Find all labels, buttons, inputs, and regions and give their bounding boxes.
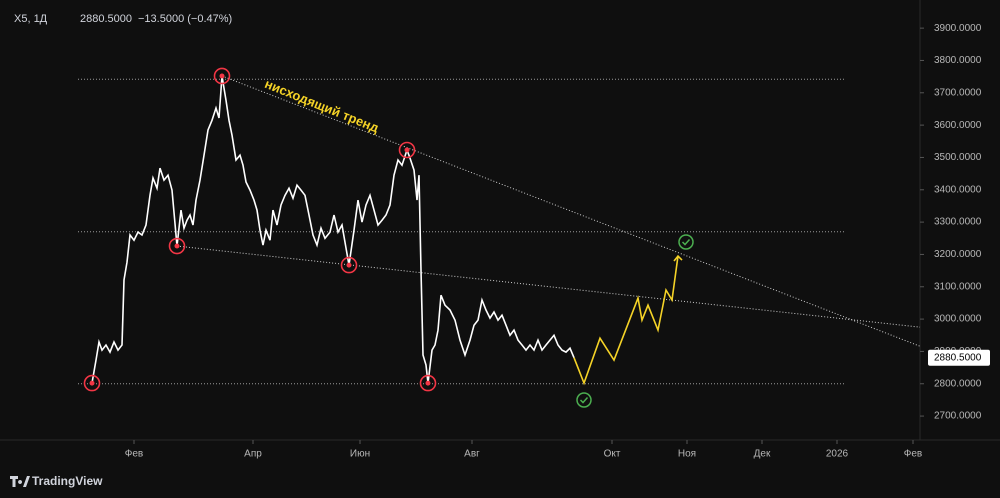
x-tick-label: Авг	[464, 449, 480, 460]
y-tick-label: 3100.0000	[934, 281, 982, 292]
y-tick-label: 2800.0000	[934, 378, 982, 389]
check-icon	[576, 392, 592, 408]
pivot-dot	[425, 380, 431, 386]
y-tick-label: 3600.0000	[934, 120, 982, 131]
y-tick-label: 3700.0000	[934, 87, 982, 98]
pivot-marker	[83, 374, 101, 392]
x-tick-label: 2026	[826, 449, 849, 460]
x-tick-label: Ноя	[678, 449, 696, 460]
pivot-marker	[168, 237, 186, 255]
x-tick-label: Июн	[350, 449, 370, 460]
pivot-dot	[404, 147, 410, 153]
y-tick-label: 3500.0000	[934, 152, 982, 163]
footer: TradingView	[32, 474, 103, 488]
x-tick-label: Окт	[604, 449, 621, 460]
logo: TradingView	[10, 474, 103, 488]
pivot-dot	[89, 380, 95, 386]
pivot-dot	[346, 262, 352, 268]
pivot-marker	[398, 141, 416, 159]
x-tick-label: Фев	[125, 449, 143, 460]
symbol: X5, 1Д	[14, 13, 48, 25]
y-tick-label: 3900.0000	[934, 23, 982, 34]
pivot-marker	[213, 67, 231, 85]
check-icon	[678, 234, 694, 250]
last-price-box	[928, 349, 990, 366]
y-tick-label: 3300.0000	[934, 217, 982, 228]
pivot-dot	[174, 243, 180, 249]
y-tick-label: 3400.0000	[934, 184, 982, 195]
x-tick-label: Фев	[904, 449, 922, 460]
y-tick-label: 3200.0000	[934, 249, 982, 260]
arrow-head	[673, 254, 683, 262]
x-tick-label: Апр	[244, 449, 262, 460]
x-tick-label: Дек	[754, 449, 771, 460]
pivot-dot	[219, 73, 225, 79]
y-tick-label: 3000.0000	[934, 314, 982, 325]
last-price-label: 2880.5000	[934, 352, 982, 363]
y-tick-label: 3800.0000	[934, 55, 982, 66]
price-line	[91, 75, 575, 384]
price-line	[573, 255, 679, 386]
pivot-marker	[340, 256, 358, 274]
change: −13.5000 (−0.47%)	[138, 13, 232, 25]
y-tick-label: 2700.0000	[934, 411, 982, 422]
price: 2880.5000	[80, 13, 132, 25]
pivot-marker	[419, 374, 437, 392]
